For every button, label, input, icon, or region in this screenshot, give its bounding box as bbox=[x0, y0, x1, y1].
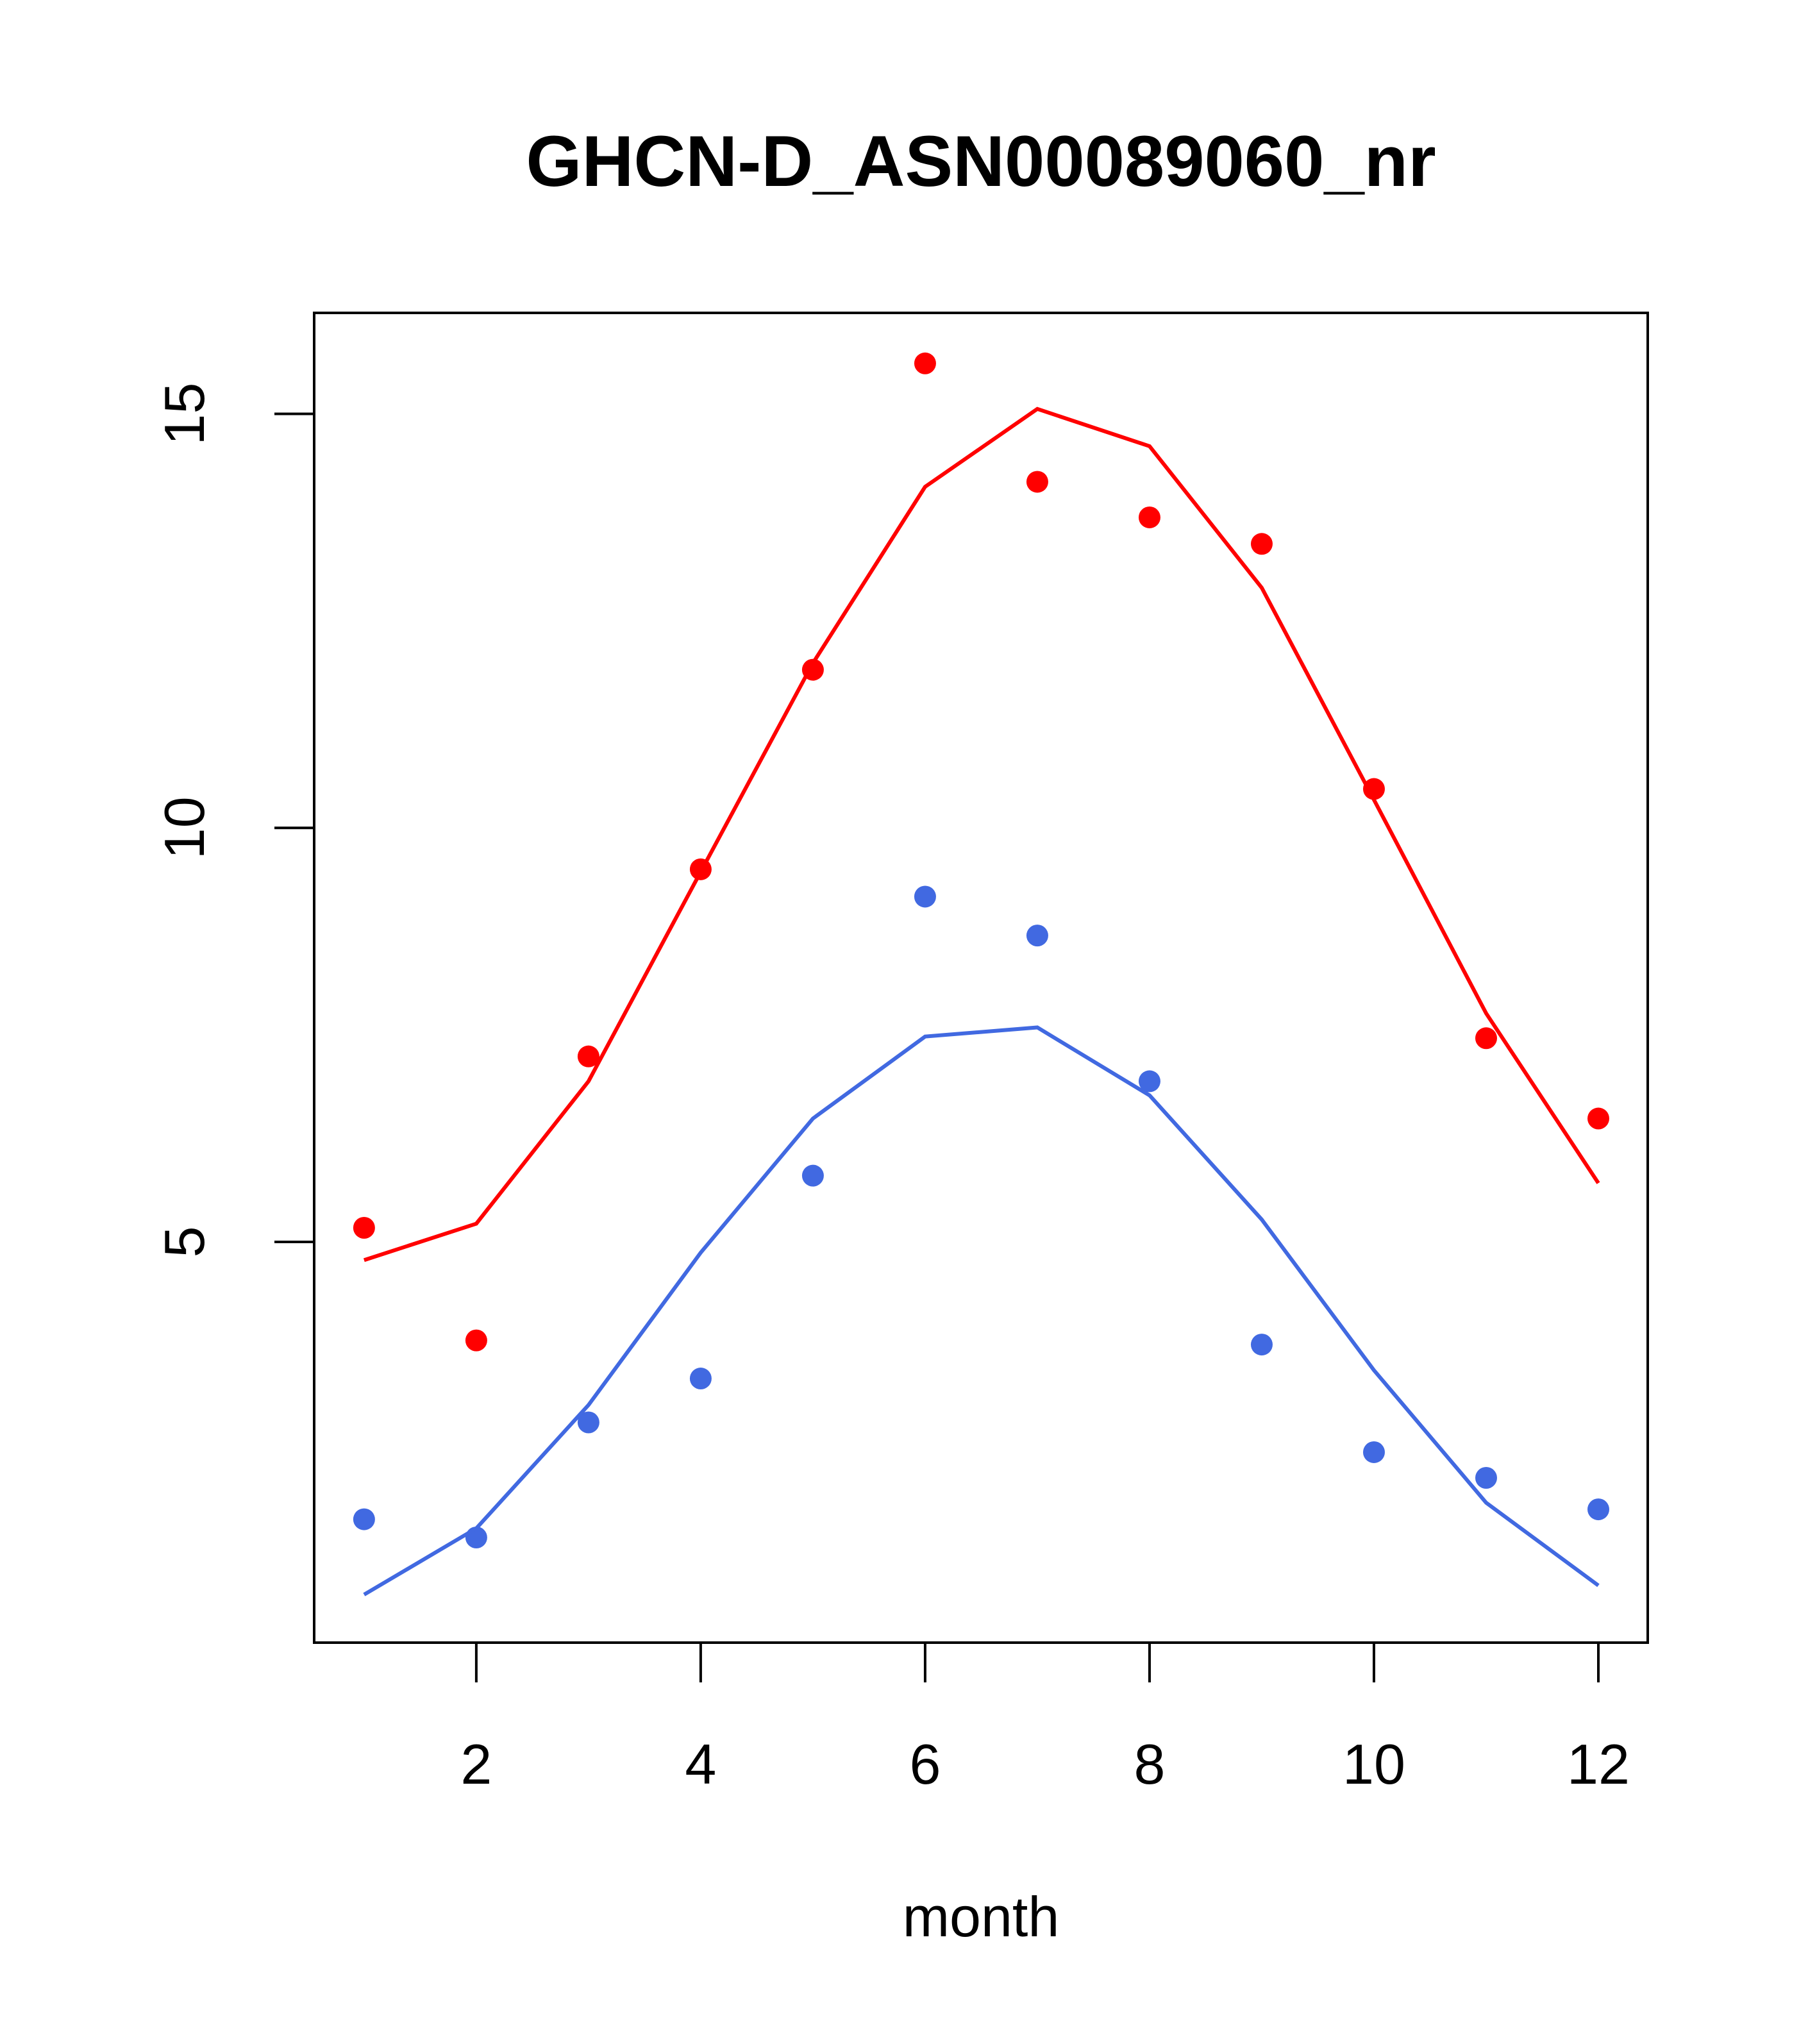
series-line-max-fitted bbox=[363, 406, 1600, 1262]
x-axis-label: month bbox=[903, 1885, 1060, 1948]
point-min-observed bbox=[353, 1508, 375, 1530]
point-max-observed bbox=[1587, 1107, 1609, 1130]
point-min-observed bbox=[914, 885, 936, 908]
x-tick-label: 2 bbox=[460, 1732, 492, 1796]
point-max-observed bbox=[1250, 533, 1273, 555]
point-min-observed bbox=[1475, 1467, 1497, 1489]
y-axis: 5 10 15 bbox=[153, 383, 315, 1257]
y-tick-label: 15 bbox=[153, 383, 216, 446]
series-line-min-fitted bbox=[363, 1025, 1600, 1596]
point-max-observed bbox=[577, 1045, 599, 1068]
x-tick-label: 12 bbox=[1567, 1732, 1630, 1796]
point-min-observed bbox=[689, 1368, 712, 1390]
x-axis: 2 4 6 8 10 12 bbox=[460, 1641, 1630, 1796]
point-max-observed bbox=[914, 352, 936, 374]
plot-frame bbox=[313, 312, 1649, 1644]
chart-title: GHCN-D_ASN00089060_nr bbox=[526, 121, 1436, 201]
point-max-observed bbox=[353, 1217, 375, 1239]
point-min-observed bbox=[1587, 1498, 1609, 1521]
y-tick-label: 5 bbox=[153, 1226, 216, 1257]
point-min-observed bbox=[1250, 1334, 1273, 1356]
point-min-observed bbox=[1026, 925, 1048, 947]
y-tick-label: 10 bbox=[153, 796, 216, 859]
x-tick-label: 10 bbox=[1343, 1732, 1405, 1796]
point-min-observed bbox=[1138, 1070, 1160, 1093]
point-max-observed bbox=[1362, 778, 1385, 800]
x-tick-label: 8 bbox=[1134, 1732, 1165, 1796]
point-max-observed bbox=[1026, 471, 1048, 493]
series-layer bbox=[353, 352, 1609, 1596]
point-max-observed bbox=[1138, 506, 1160, 528]
point-min-observed bbox=[1362, 1441, 1385, 1463]
x-tick-label: 4 bbox=[685, 1732, 716, 1796]
point-max-observed bbox=[1475, 1027, 1497, 1050]
point-min-observed bbox=[577, 1411, 599, 1434]
point-min-observed bbox=[801, 1164, 824, 1187]
point-max-observed bbox=[465, 1329, 487, 1352]
x-tick-label: 6 bbox=[909, 1732, 941, 1796]
